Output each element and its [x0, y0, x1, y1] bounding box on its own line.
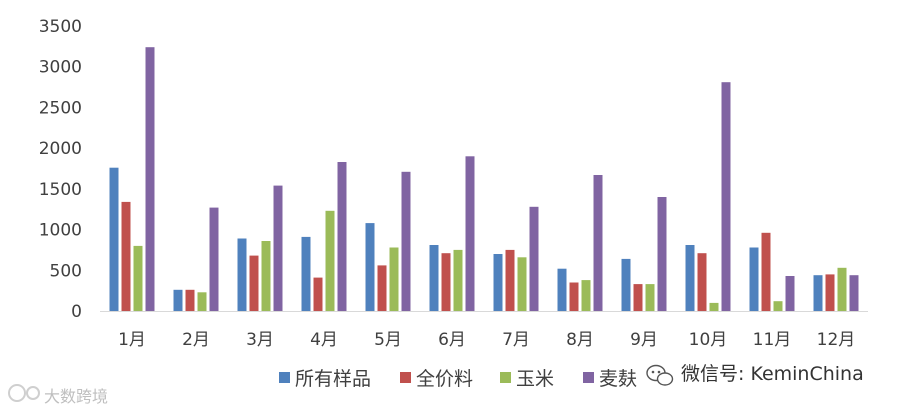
legend-label: 麦麸 — [599, 368, 637, 390]
legend-swatch — [583, 372, 594, 383]
y-tick-label: 1500 — [39, 180, 82, 200]
bar — [785, 276, 795, 311]
x-tick-label: 2月 — [182, 330, 210, 350]
legend-label: 所有样品 — [295, 368, 371, 390]
bar — [209, 207, 219, 311]
bar — [453, 249, 463, 311]
y-tick-label: 0 — [71, 302, 82, 322]
x-axis-ticks: 1月 2月 3月 4月 5月 6月 7月 8月 9月 10月 11月 12月 — [118, 330, 855, 350]
bar — [721, 82, 731, 311]
x-tick-label: 11月 — [753, 330, 792, 350]
bar — [761, 232, 771, 311]
legend-label: 全价料 — [416, 368, 473, 390]
bar — [441, 253, 451, 311]
bar — [825, 274, 835, 311]
bar — [581, 280, 591, 311]
bar — [197, 292, 207, 311]
bar — [529, 206, 539, 311]
x-tick-label: 8月 — [566, 330, 594, 350]
legend-label: 玉米 — [516, 368, 554, 390]
legend: 所有样品 全价料 玉米 麦麸 — [279, 368, 637, 390]
bar — [593, 175, 603, 311]
y-tick-label: 3500 — [39, 17, 82, 37]
bar — [429, 245, 439, 311]
logo-watermark: 大数跨境 — [8, 384, 108, 406]
bar — [401, 171, 411, 311]
bar — [249, 255, 259, 311]
bar — [337, 162, 347, 311]
bar — [557, 268, 567, 311]
bar — [173, 289, 183, 311]
y-tick-label: 2500 — [39, 98, 82, 118]
y-tick-label: 2000 — [39, 139, 82, 159]
dashu-logo-icon — [8, 384, 40, 402]
bar — [837, 267, 847, 311]
bar — [121, 201, 131, 311]
bar — [325, 210, 335, 311]
bar — [109, 167, 119, 311]
bar — [709, 302, 719, 311]
bar — [237, 238, 247, 311]
y-tick-label: 3000 — [39, 58, 82, 78]
bar — [465, 156, 475, 311]
bar — [145, 47, 155, 311]
x-tick-label: 7月 — [502, 330, 530, 350]
x-tick-label: 6月 — [438, 330, 466, 350]
legend-swatch — [279, 372, 290, 383]
x-tick-label: 9月 — [630, 330, 658, 350]
bar — [301, 236, 311, 311]
bar — [813, 275, 823, 311]
bar — [645, 284, 655, 311]
bar — [313, 277, 323, 311]
x-tick-label: 12月 — [817, 330, 856, 350]
wechat-watermark: 微信号: KeminChina — [646, 363, 864, 386]
x-tick-label: 1月 — [118, 330, 146, 350]
bar — [633, 284, 643, 311]
bar — [773, 301, 783, 311]
wechat-icon — [646, 364, 674, 386]
legend-swatch — [500, 372, 511, 383]
bar — [749, 247, 759, 311]
bar — [685, 245, 695, 311]
bar — [697, 253, 707, 311]
bar — [389, 247, 399, 311]
bars — [109, 47, 859, 311]
bar — [377, 265, 387, 311]
bar — [493, 254, 503, 311]
bar — [517, 257, 527, 311]
y-tick-label: 1000 — [39, 221, 82, 241]
x-tick-label: 5月 — [374, 330, 402, 350]
legend-swatch — [400, 372, 411, 383]
bar — [261, 241, 271, 311]
bar — [273, 185, 283, 311]
wechat-id-text: 微信号: KeminChina — [681, 363, 864, 385]
logo-text: 大数跨境 — [44, 387, 108, 406]
x-tick-label: 3月 — [246, 330, 274, 350]
bar — [365, 223, 375, 311]
y-tick-label: 500 — [50, 261, 82, 281]
y-axis-ticks: 0 500 1000 1500 2000 2500 3000 3500 — [39, 17, 82, 322]
bar — [621, 258, 631, 311]
x-tick-label: 4月 — [310, 330, 338, 350]
bar — [505, 249, 515, 311]
bar — [185, 289, 195, 311]
bar — [133, 245, 143, 311]
bar — [849, 275, 859, 311]
x-tick-label: 10月 — [689, 330, 728, 350]
bar — [657, 197, 667, 311]
bar — [569, 282, 579, 311]
